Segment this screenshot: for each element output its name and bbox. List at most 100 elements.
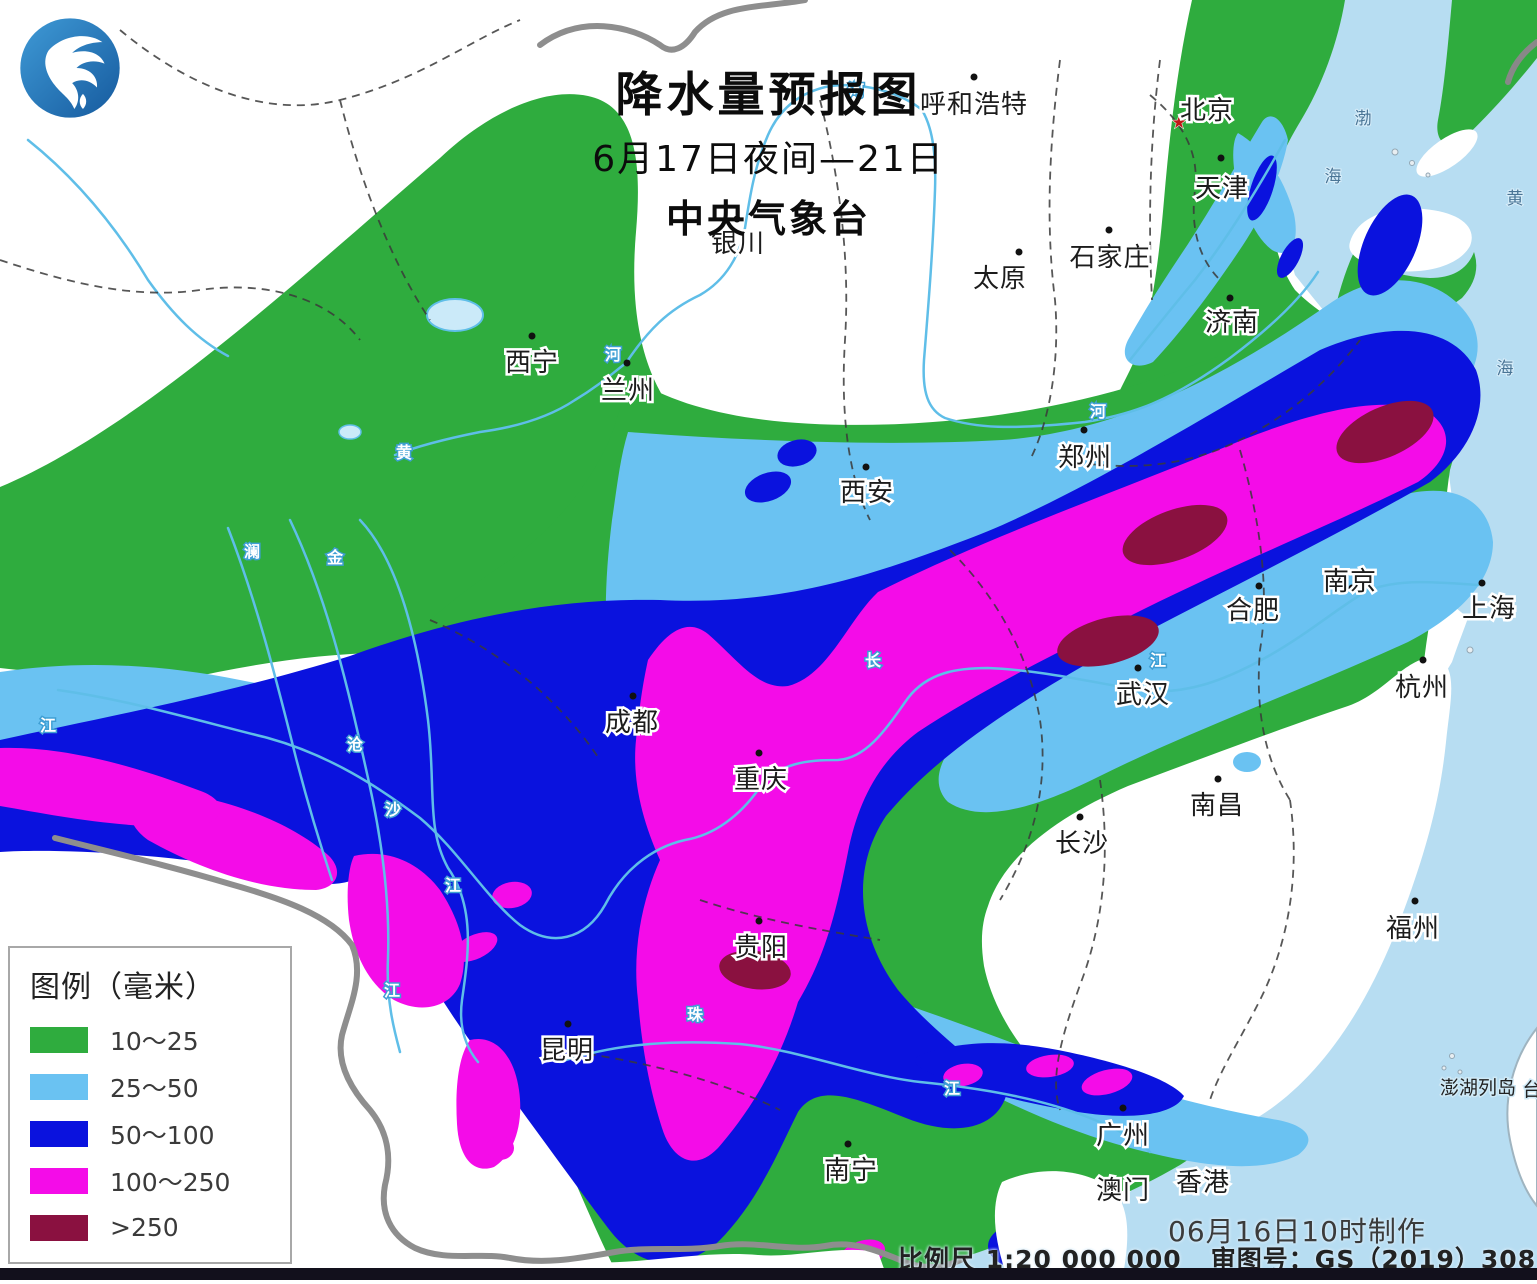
legend-item-blue: 50～100 xyxy=(30,1110,290,1157)
city-dot-石家庄 xyxy=(1105,226,1113,234)
city-dot-上海 xyxy=(1478,579,1486,587)
river-label-5: 江 xyxy=(1150,651,1166,670)
rain-band-lightblue-southeast xyxy=(938,490,1493,813)
rain-blob-darkred-jiangsu xyxy=(1336,400,1434,464)
river-label-3: 河 xyxy=(1090,402,1106,421)
legend-item-darkred: >250 xyxy=(30,1204,290,1251)
rain-blob-magenta-gz-1 xyxy=(943,1063,983,1087)
city-dot-福州 xyxy=(1411,897,1419,905)
city-label-广州: 广州 xyxy=(1096,1121,1150,1151)
legend-item-magenta: 100～250 xyxy=(30,1157,290,1204)
bottom-strip xyxy=(0,1268,1537,1280)
sea-label-1: 海 xyxy=(1325,167,1342,187)
rain-blob-darkred-guizhou xyxy=(719,950,791,990)
river-label-12: 江 xyxy=(384,981,400,1000)
city-label-南京: 南京 xyxy=(1323,567,1377,597)
city-label-西安: 西安 xyxy=(840,478,894,508)
city-dot-天津 xyxy=(1217,154,1225,162)
hai-river xyxy=(1128,138,1287,362)
yangtze-river xyxy=(56,580,1480,940)
city-label-银川: 银川 xyxy=(711,229,765,259)
river-label-7: 金 xyxy=(326,548,344,567)
border-korea xyxy=(1505,39,1537,85)
rain-blob-magenta-1 xyxy=(492,881,532,909)
city-dot-西安 xyxy=(862,463,870,471)
sea-label-3: 海 xyxy=(1497,359,1514,379)
city-label-郑州: 郑州 xyxy=(1058,443,1112,473)
city-dot-银川 xyxy=(733,215,741,223)
dongting-lake xyxy=(1046,750,1070,766)
rain-band-magenta-yunnan-tongue xyxy=(456,1038,521,1169)
taiwan-island xyxy=(1506,1026,1537,1208)
national-borders xyxy=(52,0,968,1270)
rain-band-magenta-main xyxy=(635,404,1447,1161)
city-label-兰州: 兰州 xyxy=(601,376,655,406)
city-label-重庆: 重庆 xyxy=(734,765,788,795)
rain-blob-blue-xian-2 xyxy=(744,471,792,503)
poyang-lake xyxy=(1233,752,1261,772)
rain-blob-blue-tianjin-1 xyxy=(1247,155,1277,221)
legend-swatch-lightblue xyxy=(30,1073,88,1100)
lancang-river xyxy=(288,518,402,1054)
city-dot-太原 xyxy=(1015,248,1023,256)
city-label-武汉: 武汉 xyxy=(1116,680,1170,710)
city-label-北京: 北京 xyxy=(1180,96,1234,126)
sea-label-2: 黄 xyxy=(1507,189,1524,209)
river-label-9: 沧 xyxy=(347,735,363,754)
city-label-香港: 香港 xyxy=(1176,1168,1230,1198)
border-mongolia xyxy=(537,0,808,53)
river-label-6: 澜 xyxy=(244,542,260,561)
city-dot-南京 xyxy=(1348,584,1356,592)
city-dot-南昌 xyxy=(1214,775,1222,783)
city-dot-杭州 xyxy=(1419,656,1427,664)
rain-blob-blue-bohai xyxy=(1357,194,1423,296)
leizhou-white-area xyxy=(994,1171,1128,1280)
city-dot-济南 xyxy=(1226,294,1234,302)
rain-blob-blue-tianjin-2 xyxy=(1276,238,1304,278)
province-borders xyxy=(0,19,1361,1111)
city-dot-成都 xyxy=(629,692,637,700)
rivers xyxy=(26,83,1480,1154)
production-timestamp: 06月16日10时制作 xyxy=(1168,1215,1426,1248)
city-dot-武汉 xyxy=(1134,664,1142,672)
city-label-济南: 济南 xyxy=(1205,308,1259,338)
city-label-呼和浩特: 呼和浩特 xyxy=(920,90,1028,120)
legend-swatch-darkred xyxy=(30,1214,88,1241)
island-label-0: 澎湖列岛 xyxy=(1440,1077,1516,1099)
city-label-福州: 福州 xyxy=(1386,914,1440,944)
city-label-石家庄: 石家庄 xyxy=(1069,243,1150,273)
rain-band-green-liaoning xyxy=(1437,0,1537,146)
city-dot-广州 xyxy=(1119,1104,1127,1112)
city-dot-长沙 xyxy=(1076,813,1084,821)
city-label-上海: 上海 xyxy=(1462,594,1516,624)
islands xyxy=(1391,148,1474,1075)
border-southwest xyxy=(52,835,968,1270)
river-label-13: 珠 xyxy=(687,1005,704,1024)
city-label-太原: 太原 xyxy=(973,264,1027,294)
city-label-长沙: 长沙 xyxy=(1055,829,1109,859)
river-label-11: 江 xyxy=(445,876,461,895)
island-labels: 澎湖列岛台 xyxy=(1438,1076,1537,1103)
city-dot-贵阳 xyxy=(755,917,763,925)
rain-blob-darkred-hubei xyxy=(1057,615,1159,667)
logo-swirl xyxy=(45,36,105,110)
city-label-成都: 成都 xyxy=(605,708,659,738)
legend-swatch-blue xyxy=(30,1120,88,1147)
city-label-南宁: 南宁 xyxy=(824,1156,878,1186)
legend-label: 100～250 xyxy=(110,1167,231,1197)
legend-swatch-green xyxy=(30,1026,88,1053)
rain-band-blue-guangzhou xyxy=(914,1043,1184,1116)
rain-blob-magenta-3 xyxy=(418,956,454,980)
city-dot-兰州 xyxy=(623,359,631,367)
river-label-4: 长 xyxy=(865,651,882,670)
small-lake xyxy=(338,424,362,440)
city-dot-呼和浩特 xyxy=(970,73,978,81)
rain-blob-magenta-gz-3 xyxy=(1081,1068,1133,1096)
city-dot-昆明 xyxy=(564,1020,572,1028)
city-dot-重庆 xyxy=(755,749,763,757)
legend-label: 25～50 xyxy=(110,1073,199,1103)
nu-river xyxy=(226,526,334,882)
city-dot-郑州 xyxy=(1080,426,1088,434)
